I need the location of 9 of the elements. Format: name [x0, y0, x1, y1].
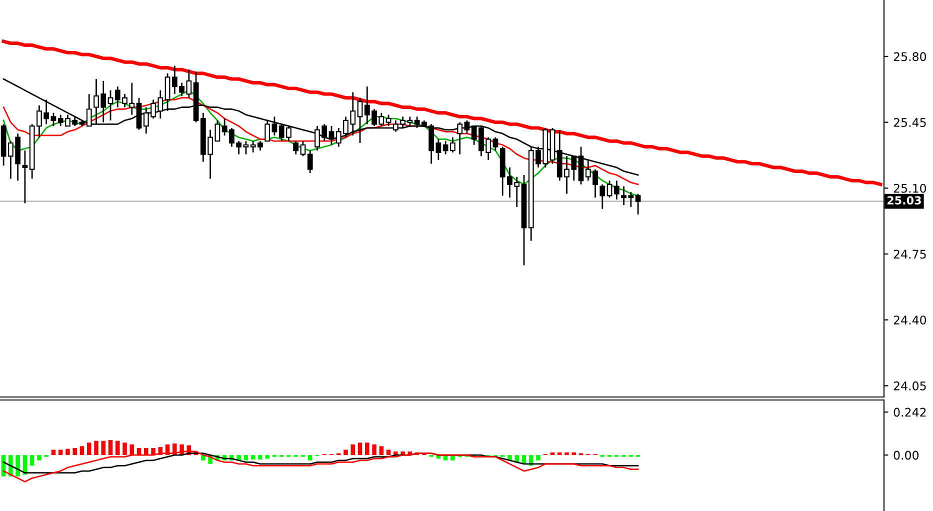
y-tick-label: 25.10	[894, 184, 926, 193]
y-tick-label: 24.40	[894, 316, 926, 325]
y-tick-label: 25.45	[894, 118, 926, 127]
y-tick-label: 24.75	[894, 250, 926, 259]
y-tick-label: 0.00	[894, 450, 919, 460]
ref-line-label: 25.03	[888, 196, 921, 205]
y-tick-label: 25.80	[894, 52, 926, 62]
y-tick-label: 24.05	[894, 381, 926, 390]
y-tick-label: 0.242	[894, 408, 926, 417]
